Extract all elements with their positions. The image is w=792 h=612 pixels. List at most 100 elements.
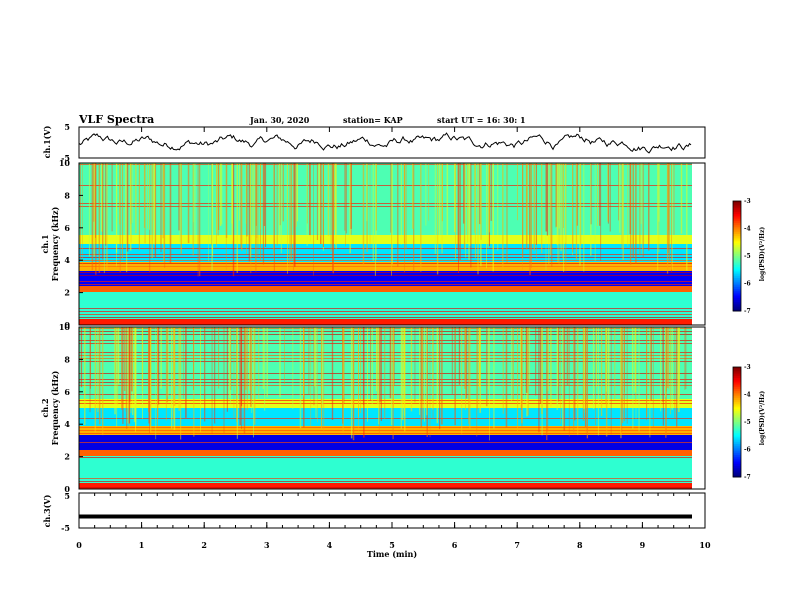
spectrogram-row bbox=[79, 226, 692, 230]
colorbar-cell bbox=[733, 246, 741, 250]
spectrogram-streak bbox=[640, 163, 642, 224]
spectrogram-streak bbox=[358, 327, 359, 431]
spectrogram-streak bbox=[405, 163, 407, 250]
freq-tick-label: 8 bbox=[64, 190, 70, 200]
time-tick-label: 4 bbox=[327, 540, 333, 550]
colorbar-cell bbox=[733, 303, 741, 306]
spectrogram-streak bbox=[241, 163, 243, 252]
spectrogram-streak bbox=[97, 327, 99, 413]
figure-title: VLF Spectra bbox=[78, 113, 154, 126]
spectrogram-streak bbox=[229, 327, 231, 404]
spectrogram-streak bbox=[439, 327, 441, 430]
ch1-waveform-line bbox=[78, 132, 692, 154]
time-tick-label: 5 bbox=[389, 540, 395, 550]
spectrogram-streak bbox=[266, 327, 268, 398]
spectrogram-row bbox=[79, 208, 692, 212]
spectrogram-streak bbox=[627, 163, 629, 247]
spectrogram-streak bbox=[425, 163, 427, 226]
spectrogram-streak bbox=[376, 327, 378, 405]
colorbar-cell bbox=[733, 431, 741, 434]
spectrogram-streak bbox=[434, 163, 436, 254]
colorbar-tick-label: -7 bbox=[744, 474, 751, 481]
colorbar-tick-label: -6 bbox=[744, 447, 751, 454]
ch1-colorbar-label: log(PSD)(V²/Hz) bbox=[759, 227, 766, 282]
spectrogram-streak bbox=[597, 163, 599, 226]
colorbar-cell bbox=[733, 381, 741, 384]
spectrogram-row bbox=[79, 199, 692, 203]
spectrogram-line bbox=[79, 317, 692, 318]
spectrogram-streak bbox=[273, 163, 274, 256]
ch3-ytick-top: 5 bbox=[64, 491, 70, 501]
spectrogram-streak bbox=[477, 163, 479, 275]
spectrogram-streak bbox=[370, 327, 371, 401]
spectrogram-streak bbox=[583, 163, 585, 272]
spectrogram-streak bbox=[629, 163, 632, 265]
spectrogram-streak bbox=[282, 163, 284, 222]
colorbar-cell bbox=[733, 394, 741, 397]
spectrogram-streak bbox=[619, 163, 621, 233]
spectrogram-streak bbox=[524, 327, 525, 404]
spectrogram-row bbox=[79, 459, 692, 463]
colorbar-cell bbox=[733, 234, 741, 237]
spectrogram-streak bbox=[273, 163, 275, 271]
spectrogram-line bbox=[79, 311, 692, 312]
spectrogram-streak bbox=[631, 327, 633, 391]
colorbar-cell bbox=[733, 447, 741, 450]
spectrogram-streak bbox=[384, 327, 386, 420]
colorbar-cell bbox=[733, 449, 741, 452]
spectrogram-streak bbox=[102, 327, 104, 436]
spectrogram-streak bbox=[502, 327, 504, 414]
spectrogram-streak bbox=[149, 163, 150, 230]
spectrogram-row bbox=[79, 178, 692, 182]
spectrogram-streak bbox=[197, 163, 199, 277]
colorbar-frame bbox=[732, 200, 742, 312]
spectrogram-streak bbox=[332, 163, 334, 274]
spectrogram-streak bbox=[125, 327, 127, 412]
spectrogram-row bbox=[79, 172, 692, 176]
colorbar-cell bbox=[733, 411, 741, 414]
spectrogram-streak bbox=[254, 163, 256, 237]
spectrogram-streak bbox=[451, 327, 453, 394]
spectrogram-streak bbox=[232, 163, 235, 277]
spectrogram-streak bbox=[352, 327, 354, 406]
spectrogram-streak bbox=[535, 327, 537, 396]
spectrogram-streak bbox=[143, 163, 146, 228]
spectrogram-streak bbox=[82, 163, 83, 268]
spectrogram-streak bbox=[469, 327, 471, 430]
spectrogram-streak bbox=[530, 163, 532, 268]
spectrogram-row bbox=[79, 289, 692, 293]
spectrogram-streak bbox=[575, 163, 578, 260]
spectrogram-streak bbox=[296, 163, 298, 222]
spectrogram-streak bbox=[179, 163, 181, 243]
spectrogram-line bbox=[79, 331, 692, 332]
spectrogram-streak bbox=[436, 327, 439, 424]
spectrogram-streak bbox=[597, 327, 599, 436]
colorbar-cell bbox=[733, 378, 741, 381]
spectrogram-streak bbox=[669, 327, 671, 415]
spectrogram-streak bbox=[660, 327, 662, 412]
spectrogram-streak bbox=[403, 163, 405, 243]
spectrogram-streak bbox=[193, 327, 195, 437]
spectrogram-streak bbox=[397, 163, 399, 267]
spectrogram-streak bbox=[158, 327, 160, 405]
spectrogram-streak bbox=[550, 163, 552, 255]
spectrogram-row bbox=[79, 196, 692, 200]
spectrogram-streak bbox=[101, 163, 103, 232]
colorbar-cell bbox=[733, 224, 741, 228]
spectrogram-streak bbox=[217, 163, 219, 236]
spectrogram-streak bbox=[178, 163, 180, 231]
ch2-spectrogram-ylabel: Frequency (kHz) bbox=[50, 370, 60, 445]
spectrogram-streak bbox=[295, 163, 297, 227]
spectrogram-streak bbox=[219, 163, 222, 226]
spectrogram-streak bbox=[264, 327, 266, 411]
colorbar-cell bbox=[733, 390, 741, 394]
colorbar-tick-label: -4 bbox=[744, 226, 751, 233]
spectrogram-row bbox=[79, 229, 692, 233]
ch1-waveform-panel: 5 -5 ch.1(V) bbox=[42, 122, 706, 163]
spectrogram-streak bbox=[199, 163, 201, 277]
spectrogram-streak bbox=[459, 163, 461, 260]
colorbar-cell bbox=[733, 401, 741, 405]
colorbar-cell bbox=[733, 467, 741, 471]
spectrogram-streak bbox=[258, 327, 260, 399]
spectrogram-streak bbox=[465, 327, 468, 399]
